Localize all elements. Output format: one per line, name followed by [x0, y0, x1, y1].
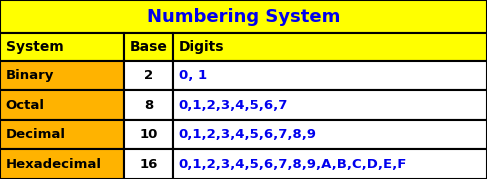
Text: 8: 8	[144, 99, 153, 112]
Bar	[173, 61, 487, 90]
Text: 10: 10	[139, 128, 158, 141]
Text: 2: 2	[144, 69, 153, 82]
Text: Numbering System: Numbering System	[147, 8, 340, 26]
Bar	[0, 90, 124, 120]
Text: System: System	[6, 40, 64, 54]
Text: Decimal: Decimal	[6, 128, 66, 141]
Bar	[173, 120, 487, 149]
Text: Octal: Octal	[6, 99, 45, 112]
Bar	[0, 0, 487, 33]
Bar	[0, 120, 124, 149]
Bar	[0, 33, 124, 61]
Text: 0,1,2,3,4,5,6,7,8,9: 0,1,2,3,4,5,6,7,8,9	[179, 128, 317, 141]
Bar	[124, 120, 173, 149]
Text: Hexadecimal: Hexadecimal	[6, 158, 102, 171]
Text: Binary: Binary	[6, 69, 54, 82]
Bar	[173, 149, 487, 179]
Bar	[0, 61, 124, 90]
Bar	[173, 90, 487, 120]
Text: Digits: Digits	[179, 40, 224, 54]
Text: 0, 1: 0, 1	[179, 69, 207, 82]
Bar	[124, 61, 173, 90]
Text: 0,1,2,3,4,5,6,7,8,9,A,B,C,D,E,F: 0,1,2,3,4,5,6,7,8,9,A,B,C,D,E,F	[179, 158, 407, 171]
Bar	[173, 33, 487, 61]
Bar	[124, 33, 173, 61]
Text: 16: 16	[139, 158, 158, 171]
Bar	[124, 149, 173, 179]
Text: 0,1,2,3,4,5,6,7: 0,1,2,3,4,5,6,7	[179, 99, 288, 112]
Bar	[0, 149, 124, 179]
Bar	[124, 90, 173, 120]
Text: Base: Base	[130, 40, 168, 54]
